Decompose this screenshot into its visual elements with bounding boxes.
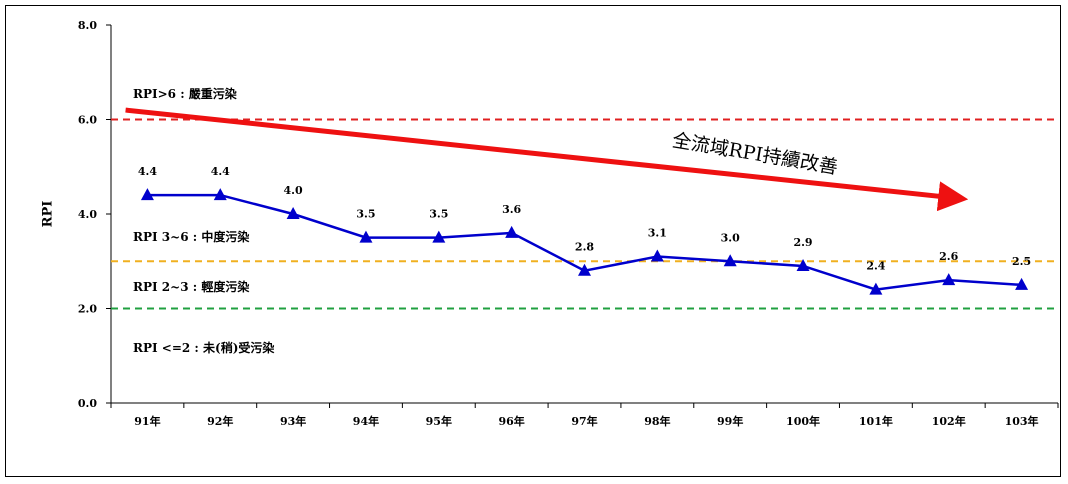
zone-label-moderate: RPI 3~6 : 中度污染 xyxy=(133,229,250,244)
data-label: 2.6 xyxy=(939,250,958,263)
data-point xyxy=(286,207,300,219)
data-label: 3.5 xyxy=(356,208,375,221)
data-label: 4.0 xyxy=(284,184,303,197)
data-point xyxy=(578,263,591,276)
trend-arrow xyxy=(125,107,969,212)
x-tick-label: 94年 xyxy=(353,414,379,428)
x-tick-label: 99年 xyxy=(717,414,743,428)
zone-label-light: RPI 2~3 : 輕度污染 xyxy=(133,279,250,294)
y-tick-label: 8.0 xyxy=(78,19,97,32)
x-tick-label: 103年 xyxy=(1005,414,1039,428)
y-axis-label: RPI xyxy=(41,201,56,228)
x-tick-label: 96年 xyxy=(498,414,524,428)
data-point xyxy=(869,282,883,295)
x-tick-label: 102年 xyxy=(932,414,966,428)
data-label: 3.0 xyxy=(721,231,740,244)
chart-frame xyxy=(5,5,1061,477)
data-point xyxy=(505,225,519,238)
data-label: 3.5 xyxy=(429,208,448,221)
data-point xyxy=(359,230,373,243)
x-tick-label: 95年 xyxy=(426,414,452,428)
zone-label-severe: RPI>6 : 嚴重污染 xyxy=(133,86,238,101)
data-point xyxy=(796,258,810,271)
data-point xyxy=(140,188,154,201)
data-label: 2.5 xyxy=(1012,255,1031,268)
x-tick-label: 92年 xyxy=(207,414,233,428)
data-label: 3.1 xyxy=(648,227,667,240)
x-tick-label: 93年 xyxy=(280,414,306,428)
y-tick-label: 0.0 xyxy=(78,397,97,410)
data-point xyxy=(942,273,956,286)
data-point xyxy=(1015,277,1029,290)
data-label: 3.6 xyxy=(502,203,521,216)
data-point xyxy=(723,254,737,267)
data-label: 2.4 xyxy=(866,260,885,273)
x-tick-label: 100年 xyxy=(786,414,820,428)
data-label: 4.4 xyxy=(211,165,230,178)
zone-label-none: RPI <=2 : 未(稍)受污染 xyxy=(133,340,275,355)
data-label: 2.8 xyxy=(575,241,594,254)
data-label: 2.9 xyxy=(793,236,812,249)
data-point xyxy=(432,230,446,243)
x-tick-label: 101年 xyxy=(859,414,893,428)
x-tick-label: 91年 xyxy=(134,414,160,428)
y-tick-label: 4.0 xyxy=(78,208,97,221)
y-tick-label: 2.0 xyxy=(78,303,97,316)
data-point xyxy=(213,188,227,201)
x-tick-label: 97年 xyxy=(571,414,597,428)
x-tick-label: 98年 xyxy=(644,414,670,428)
data-point xyxy=(650,249,664,262)
y-tick-label: 6.0 xyxy=(78,114,97,127)
data-label: 4.4 xyxy=(138,165,157,178)
